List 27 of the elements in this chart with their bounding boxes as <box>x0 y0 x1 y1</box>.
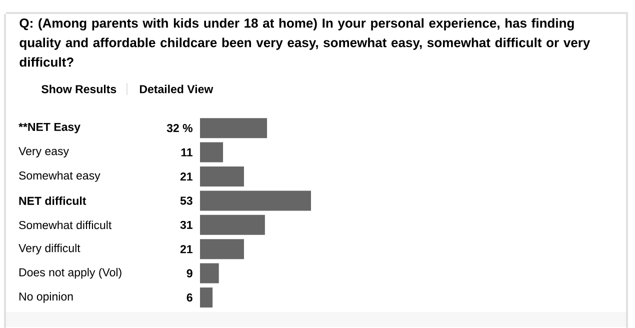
y-tick-label: Very difficult <box>18 244 80 254</box>
data-label: 21 <box>180 245 192 254</box>
bar <box>200 142 224 162</box>
data-label: 6 <box>186 293 192 302</box>
bar <box>200 239 244 260</box>
y-tick-label: Very easy <box>18 147 69 158</box>
data-label: 53 <box>180 196 192 205</box>
bar <box>200 214 265 235</box>
bar <box>200 263 219 284</box>
y-tick-label: No opinion <box>19 292 73 303</box>
y-tick-label: Somewhat easy <box>19 171 100 182</box>
data-label: 9 <box>186 269 192 278</box>
data-label: 32 % <box>166 124 192 132</box>
chart-title: Q: (Among parents with kids under 18 at home) In your personal experience, has finding quality and affordable childcare been very easy, somewhat easy, somewhat difficult or very difficult? <box>20 18 590 67</box>
text: Show Results <box>42 84 116 94</box>
bar <box>200 288 213 308</box>
text: Detailed View <box>140 84 214 94</box>
y-tick-label: Somewhat difficult <box>19 220 112 230</box>
data-label: 31 <box>180 220 192 229</box>
bar <box>200 118 268 138</box>
data-label: 11 <box>181 148 192 156</box>
y-tick-label: **NET Easy <box>18 122 80 134</box>
data-label: 21 <box>180 172 192 181</box>
y-tick-label: NET difficult <box>19 196 86 205</box>
bar <box>200 166 244 187</box>
bar <box>200 190 311 211</box>
y-tick-label: Does not apply (Vol) <box>19 268 122 279</box>
